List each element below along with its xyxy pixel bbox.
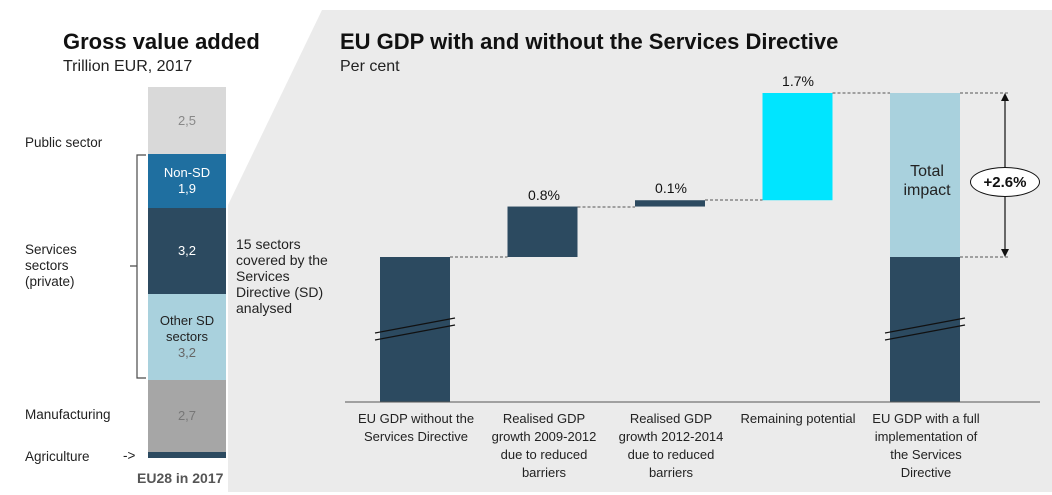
axis-break-mark — [374, 317, 456, 334]
segment-sd-covered: 3,2 — [148, 208, 226, 294]
data-label-remaining: 1.7% — [782, 73, 814, 89]
bar-remaining — [762, 93, 833, 201]
segment-non-sd: Non-SD 1,9 — [148, 154, 226, 208]
segment-public-sector: 2,5 — [148, 87, 226, 154]
sd-sectors-note: 15 sectors covered by the Services Direc… — [236, 236, 328, 316]
category-label-2012-2014: Realised GDP growth 2012-2014 due to red… — [618, 411, 724, 480]
data-label-2009-2012: 0.8% — [528, 187, 560, 203]
category-label-baseline: EU GDP without the Services Directive — [357, 411, 475, 444]
segment-value: 2,7 — [177, 408, 197, 423]
axis-break-mark — [884, 324, 966, 341]
impact-arrow-head-down — [1001, 249, 1009, 257]
axis-break-mark — [374, 324, 456, 341]
category-label-full: EU GDP with a full implementation of the… — [872, 411, 980, 480]
label-agriculture: Agriculture — [25, 449, 90, 464]
bar-2012-2014 — [635, 200, 705, 207]
segment-value: 2,5 — [177, 112, 197, 128]
impact-arrow-head-up — [1001, 93, 1009, 101]
label-manufacturing: Manufacturing — [25, 407, 111, 422]
right-chart-subtitle: Per cent — [340, 58, 400, 75]
category-label-2009-2012: Realised GDP growth 2009-2012 due to red… — [491, 411, 597, 480]
axis-break-mark — [884, 317, 966, 334]
left-category-label: EU28 in 2017 — [137, 470, 224, 486]
bar-total-impact — [890, 93, 960, 257]
segment-manufacturing: 2,7 — [148, 380, 226, 452]
category-label-remaining: Remaining potential — [740, 411, 856, 426]
agriculture-arrow: -> — [123, 448, 136, 463]
bar-2009-2012 — [507, 206, 578, 257]
segment-other-sd: Other SD sectors 3,2 — [148, 294, 226, 380]
total-increase-badge: +2.6% — [970, 167, 1040, 197]
left-chart-subtitle: Trillion EUR, 2017 — [63, 58, 193, 75]
segment-value: 3,2 — [177, 345, 197, 360]
data-label-2012-2014: 0.1% — [655, 180, 687, 196]
label-public-sector: Public sector — [25, 135, 103, 150]
left-chart-title: Gross value added — [63, 29, 260, 54]
label-services-sectors: Services sectors (private) — [25, 242, 77, 289]
right-chart-title: EU GDP with and without the Services Dir… — [340, 29, 839, 54]
total-increase-value: +2.6% — [983, 173, 1027, 191]
segment-value: 3,2 — [177, 243, 197, 258]
total-impact-label: Total impact — [903, 163, 951, 199]
segment-name: Non-SD — [163, 165, 211, 180]
segment-name: Other SD sectors — [159, 313, 215, 344]
segment-value: 1,9 — [177, 181, 197, 196]
services-bracket — [130, 154, 146, 379]
segment-agriculture — [148, 452, 226, 458]
